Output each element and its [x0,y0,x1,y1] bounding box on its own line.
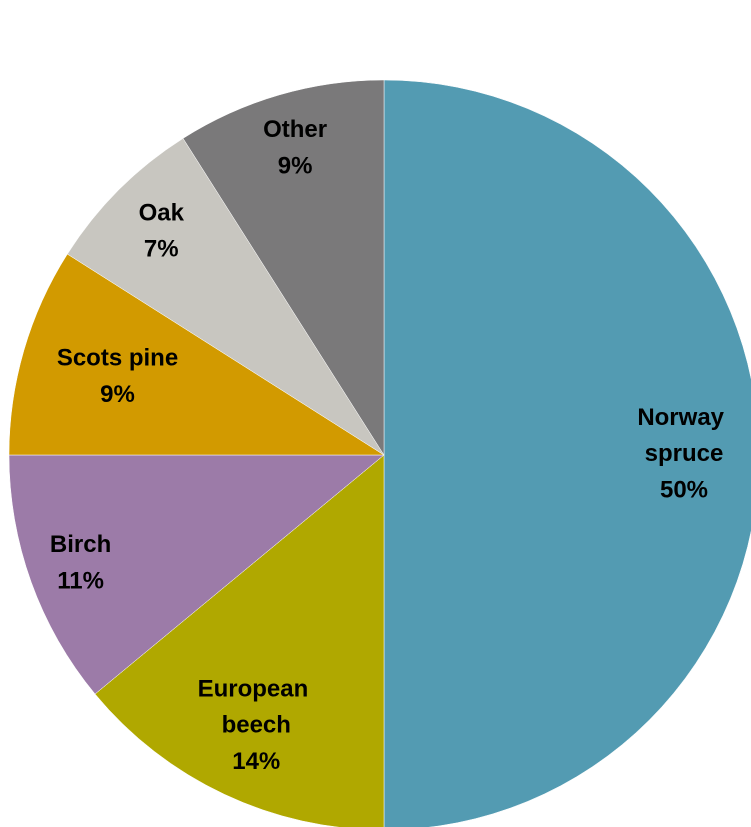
slice-label: Birch [50,532,111,559]
slice-label: Other [263,116,327,143]
slice-label: Scots pine [57,345,178,372]
slice-value-label: 14% [232,748,280,775]
pie-slice [67,138,385,456]
slice-label-line: beech [222,712,291,739]
slice-label-line: spruce [645,440,724,467]
slice-value-label: 9% [100,381,135,408]
slice-label-line: European [198,676,315,703]
slice-value-label: 50% [660,476,708,503]
slice-label-line: Other [263,116,327,143]
pie-slice [8,454,385,695]
pie-slice [94,454,385,827]
slice-label-line: Oak [139,200,185,227]
pie-slice [383,79,751,827]
slice-label-line: Norway [637,404,730,431]
slice-value-label: 9% [278,152,313,179]
slice-value-label: 7% [144,236,179,263]
pie-slice [8,253,385,456]
slice-label-line: Birch [50,532,111,559]
slice-label: Oak [139,200,185,227]
slice-value-label: 11% [57,568,104,595]
slice-label: Norway spruce [637,404,730,467]
slice-label-line: Scots pine [57,345,178,372]
slice-label: European beech [198,676,315,739]
pie-slice [182,79,385,456]
